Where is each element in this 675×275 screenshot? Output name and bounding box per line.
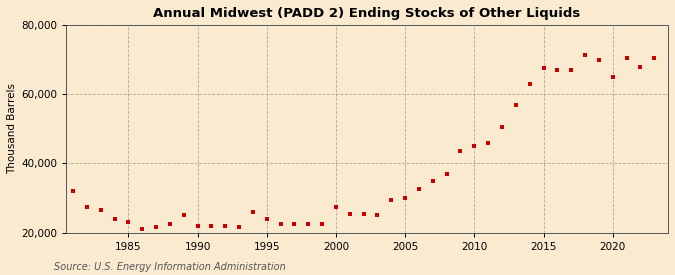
Point [455,149,466,153]
Point [248,210,259,214]
Point [580,53,591,57]
Point [386,197,397,202]
Point [331,204,342,209]
Point [427,178,438,183]
Point [566,68,576,72]
Point [538,66,549,71]
Point [344,211,355,216]
Text: Source: U.S. Energy Information Administration: Source: U.S. Energy Information Administ… [54,262,286,272]
Point [220,223,231,228]
Point [441,172,452,176]
Point [303,222,314,226]
Point [400,196,410,200]
Point [414,187,425,192]
Point [192,223,203,228]
Point [178,213,189,218]
Point [206,223,217,228]
Point [95,208,106,212]
Point [317,222,327,226]
Point [358,211,369,216]
Point [68,189,78,193]
Point [593,58,604,62]
Point [635,65,646,69]
Point [552,68,563,72]
Point [289,222,300,226]
Point [524,82,535,86]
Title: Annual Midwest (PADD 2) Ending Stocks of Other Liquids: Annual Midwest (PADD 2) Ending Stocks of… [153,7,580,20]
Point [151,225,161,230]
Point [82,204,92,209]
Point [510,103,521,107]
Point [137,227,148,231]
Y-axis label: Thousand Barrels: Thousand Barrels [7,83,17,174]
Point [109,216,120,221]
Point [275,222,286,226]
Point [165,222,176,226]
Point [649,56,659,60]
Point [261,216,272,221]
Point [621,56,632,60]
Point [469,144,480,148]
Point [497,125,508,129]
Point [483,141,493,145]
Point [608,75,618,79]
Point [123,220,134,224]
Point [234,225,244,230]
Point [372,213,383,218]
